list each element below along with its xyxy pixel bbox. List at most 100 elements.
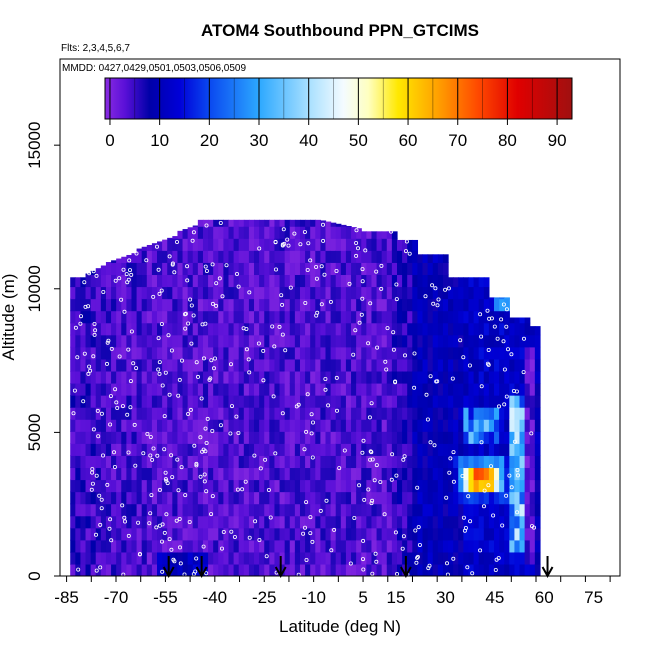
heatmap-cell xyxy=(105,298,112,312)
heatmap-cell xyxy=(70,551,76,565)
heatmap-cell xyxy=(146,244,153,251)
heatmap-cell xyxy=(259,407,265,420)
heatmap-cell xyxy=(386,443,393,456)
sample-point xyxy=(91,269,96,274)
heatmap-cell xyxy=(131,563,138,576)
heatmap-cell xyxy=(371,551,378,565)
heatmap-cell xyxy=(157,515,163,529)
heatmap-cell xyxy=(80,515,87,529)
heatmap-cell xyxy=(279,346,286,360)
heatmap-cell xyxy=(488,551,495,565)
heatmap-cell xyxy=(305,286,311,300)
heatmap-cell xyxy=(284,382,291,396)
heatmap-cell xyxy=(238,431,245,444)
heatmap-cell xyxy=(448,515,454,529)
heatmap-cell xyxy=(100,395,107,408)
heatmap-cell xyxy=(494,370,500,384)
sample-point xyxy=(224,263,229,268)
heatmap-cell xyxy=(310,527,316,541)
heatmap-cell xyxy=(524,322,531,336)
heatmap-cell xyxy=(494,503,500,517)
heatmap-cell xyxy=(504,455,510,469)
heatmap-cell xyxy=(366,467,373,481)
heatmap-cell xyxy=(524,431,531,444)
heatmap-cell xyxy=(488,322,495,336)
heatmap-cell xyxy=(427,382,434,396)
heatmap-cell xyxy=(442,515,449,529)
heatmap-cell xyxy=(90,515,97,529)
heatmap-cell xyxy=(396,334,403,348)
heatmap-cell xyxy=(386,455,393,469)
sample-point xyxy=(359,312,364,317)
heatmap-cell xyxy=(218,219,224,227)
heatmap-cell xyxy=(299,479,306,493)
heatmap-cell xyxy=(85,382,92,396)
heatmap-cell xyxy=(111,503,117,517)
heatmap-cell xyxy=(488,407,495,420)
heatmap-cell xyxy=(80,322,87,336)
heatmap-cell xyxy=(228,370,235,384)
sample-point xyxy=(192,443,197,448)
sample-point xyxy=(144,258,149,263)
sample-point xyxy=(229,529,234,534)
heatmap-cell xyxy=(95,455,102,469)
heatmap-cell xyxy=(458,286,464,300)
sample-point xyxy=(83,304,88,309)
heatmap-cell xyxy=(351,515,357,529)
heatmap-cell xyxy=(361,479,367,493)
heatmap-cell xyxy=(315,226,321,239)
sample-point xyxy=(177,377,182,382)
sample-point xyxy=(204,489,209,494)
heatmap-cell xyxy=(238,515,245,529)
heatmap-cell xyxy=(146,539,153,553)
heatmap-cell xyxy=(269,491,276,505)
heatmap-cell xyxy=(376,334,383,348)
heatmap-cell xyxy=(437,358,444,372)
heatmap-cell xyxy=(412,322,419,336)
heatmap-cell xyxy=(131,334,138,348)
sample-point xyxy=(218,423,223,428)
heatmap-cell xyxy=(105,503,112,517)
heatmap-cell xyxy=(136,370,143,384)
heatmap-cell xyxy=(269,395,276,408)
heatmap-cell xyxy=(208,298,214,312)
x-tick-label: -25 xyxy=(252,588,277,607)
heatmap-cell xyxy=(320,370,327,384)
heatmap-cell xyxy=(417,515,424,529)
heatmap-cell xyxy=(223,455,230,469)
heatmap-cell xyxy=(80,310,87,324)
heatmap-cell xyxy=(116,503,122,517)
heatmap-cell xyxy=(141,563,148,576)
heatmap-cell xyxy=(402,310,408,324)
heatmap-cell xyxy=(468,431,475,444)
heatmap-cell xyxy=(279,479,286,493)
heatmap-cell xyxy=(141,419,148,432)
heatmap-cell xyxy=(269,382,276,396)
heatmap-cell xyxy=(412,358,419,372)
heatmap-cell xyxy=(294,358,301,372)
heatmap-cell xyxy=(146,286,153,300)
heatmap-cell xyxy=(116,310,122,324)
heatmap-cell xyxy=(473,382,480,396)
sample-point xyxy=(92,321,97,326)
heatmap-cell xyxy=(100,431,107,444)
heatmap-cell xyxy=(228,467,235,481)
heatmap-cell xyxy=(376,419,383,432)
heatmap-cell xyxy=(228,346,235,360)
heatmap-cell xyxy=(121,443,127,456)
heatmap-cell xyxy=(192,286,199,300)
heatmap-cell xyxy=(279,503,286,517)
heatmap-cell xyxy=(396,563,403,576)
heatmap-cell xyxy=(294,370,301,384)
heatmap-cell xyxy=(90,322,97,336)
heatmap-cell xyxy=(488,334,495,348)
heatmap-cell xyxy=(284,298,291,312)
heatmap-cell xyxy=(121,479,127,493)
sample-point xyxy=(435,379,440,384)
heatmap-cell xyxy=(116,467,122,481)
heatmap-cell xyxy=(126,382,133,396)
heatmap-cell xyxy=(351,382,357,396)
heatmap-cell xyxy=(259,286,265,300)
heatmap-cell xyxy=(95,551,102,565)
heatmap-cell xyxy=(325,395,332,408)
